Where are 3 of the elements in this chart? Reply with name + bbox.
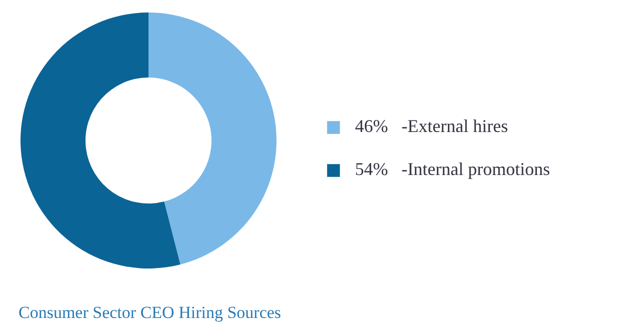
legend-label: 54% -Internal promotions [355,159,550,180]
text: Consumer Sector CEO Hiring Sources [18,303,282,322]
legend-label: 46% -External hires [355,116,508,137]
